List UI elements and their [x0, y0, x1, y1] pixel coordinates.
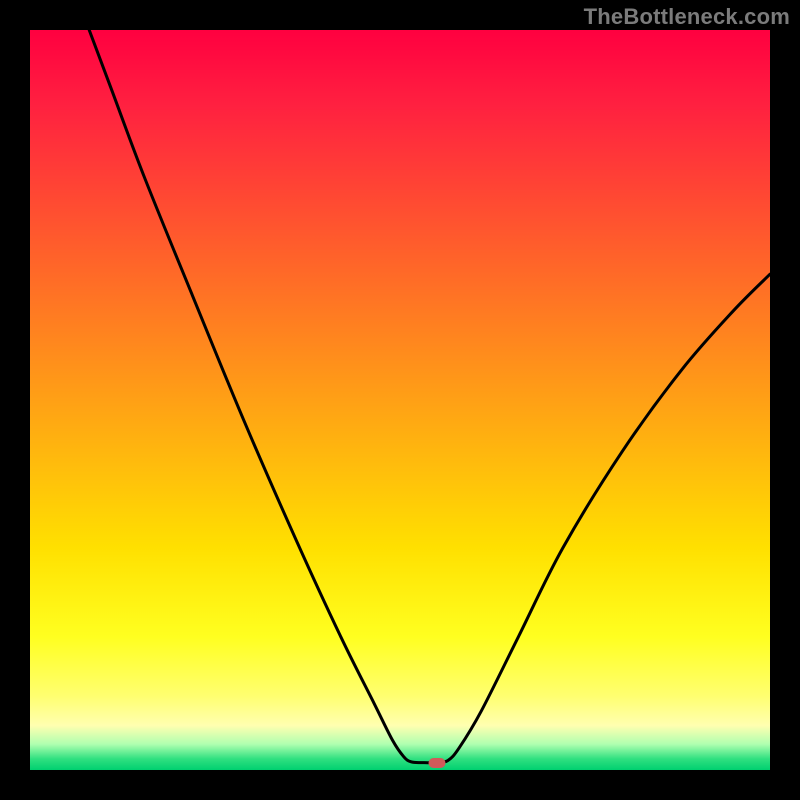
bottleneck-chart — [30, 30, 770, 770]
optimal-point-marker — [429, 758, 446, 768]
bottleneck-curve — [30, 30, 770, 770]
watermark-text: TheBottleneck.com — [584, 4, 790, 30]
